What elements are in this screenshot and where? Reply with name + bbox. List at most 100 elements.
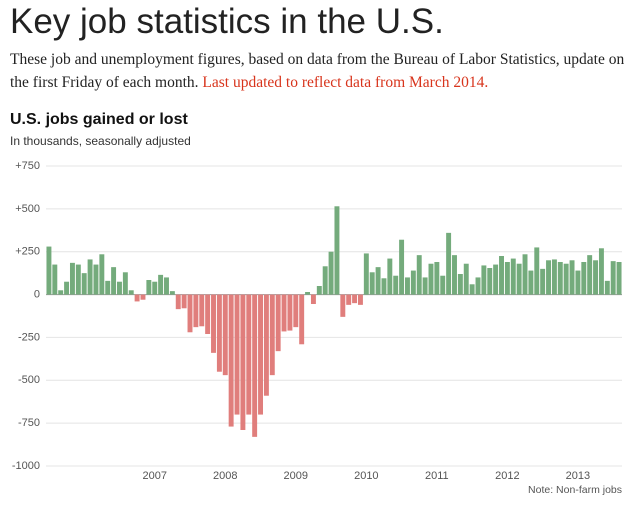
bar	[111, 267, 117, 295]
bar	[287, 294, 293, 331]
bar	[205, 294, 211, 334]
bar	[328, 251, 334, 295]
bar	[258, 294, 263, 415]
bar	[93, 264, 99, 295]
bar	[363, 253, 369, 295]
bar	[416, 255, 422, 295]
bar	[499, 256, 504, 295]
bar	[493, 264, 499, 295]
bar	[269, 294, 275, 376]
bar	[164, 277, 169, 295]
x-tick-label: 2010	[354, 470, 378, 482]
bar	[169, 291, 175, 295]
intro: These job and unemployment figures, base…	[10, 48, 625, 94]
bar	[199, 294, 205, 327]
x-tick-label: 2012	[495, 470, 519, 482]
y-tick-label: -500	[18, 374, 40, 386]
bar	[504, 262, 510, 295]
bar	[310, 294, 316, 304]
bar	[181, 294, 187, 309]
x-tick-label: 2008	[213, 470, 237, 482]
bar	[481, 265, 487, 295]
bar	[410, 270, 416, 295]
bar	[128, 290, 134, 295]
y-tick-label: +250	[15, 246, 40, 258]
bar	[598, 248, 604, 295]
bar	[446, 232, 452, 295]
bar	[540, 268, 546, 295]
bar	[546, 260, 551, 295]
bar	[58, 290, 64, 295]
description: These job and unemployment figures, base…	[10, 51, 625, 91]
bar	[551, 259, 557, 295]
bar	[281, 294, 287, 332]
bar	[322, 266, 328, 295]
bar	[452, 255, 457, 295]
bar	[352, 294, 358, 304]
bar	[140, 294, 146, 300]
y-tick-label: +500	[15, 203, 40, 215]
bar	[299, 294, 305, 345]
y-tick-label: +750	[15, 160, 40, 172]
note: Note: Non-farm jobs	[528, 484, 622, 496]
bar	[46, 246, 52, 295]
bar	[152, 281, 158, 295]
x-tick-label: 2011	[425, 470, 449, 482]
y-tick-label: -1000	[12, 460, 40, 472]
bar	[593, 260, 599, 295]
x-tick-label: 2007	[142, 470, 166, 482]
bar	[122, 272, 128, 295]
bar	[369, 272, 375, 295]
update-note: Last updated to reflect data from March …	[202, 74, 489, 91]
bar	[134, 294, 140, 302]
bar	[316, 286, 322, 295]
bar	[64, 281, 70, 295]
bar	[193, 294, 199, 328]
bar	[463, 263, 469, 295]
bar	[616, 262, 622, 295]
bar	[69, 262, 75, 295]
bar	[252, 294, 258, 437]
bar	[105, 280, 111, 295]
bar	[275, 294, 281, 352]
bar	[216, 294, 222, 372]
bar	[487, 268, 493, 295]
bar	[52, 264, 58, 295]
bar	[375, 267, 381, 295]
bar	[405, 277, 410, 295]
bar	[187, 294, 193, 333]
bar	[575, 270, 581, 295]
bar	[340, 294, 346, 317]
bar	[99, 254, 105, 295]
bar	[469, 284, 475, 295]
bar	[305, 292, 311, 295]
bar	[528, 270, 534, 295]
y-tick-label: 0	[34, 288, 40, 300]
y-tick-label: -750	[18, 417, 40, 429]
bar	[563, 263, 569, 295]
bar	[610, 261, 616, 295]
bar	[428, 263, 434, 295]
bar	[158, 274, 164, 295]
bar	[534, 247, 540, 295]
bar	[581, 262, 587, 295]
bar	[263, 294, 269, 396]
bar	[75, 264, 81, 295]
bar	[357, 294, 363, 305]
bar	[440, 275, 446, 295]
bar	[587, 255, 593, 295]
bar	[422, 277, 428, 295]
bar	[569, 260, 575, 295]
bar	[334, 206, 340, 295]
bar	[87, 259, 93, 295]
x-tick-label: 2013	[566, 470, 590, 482]
bar	[475, 277, 481, 295]
bar	[246, 294, 252, 415]
bar	[381, 278, 387, 295]
bar	[557, 262, 563, 295]
bar	[240, 294, 246, 430]
bar	[234, 294, 240, 415]
bar	[146, 280, 152, 295]
